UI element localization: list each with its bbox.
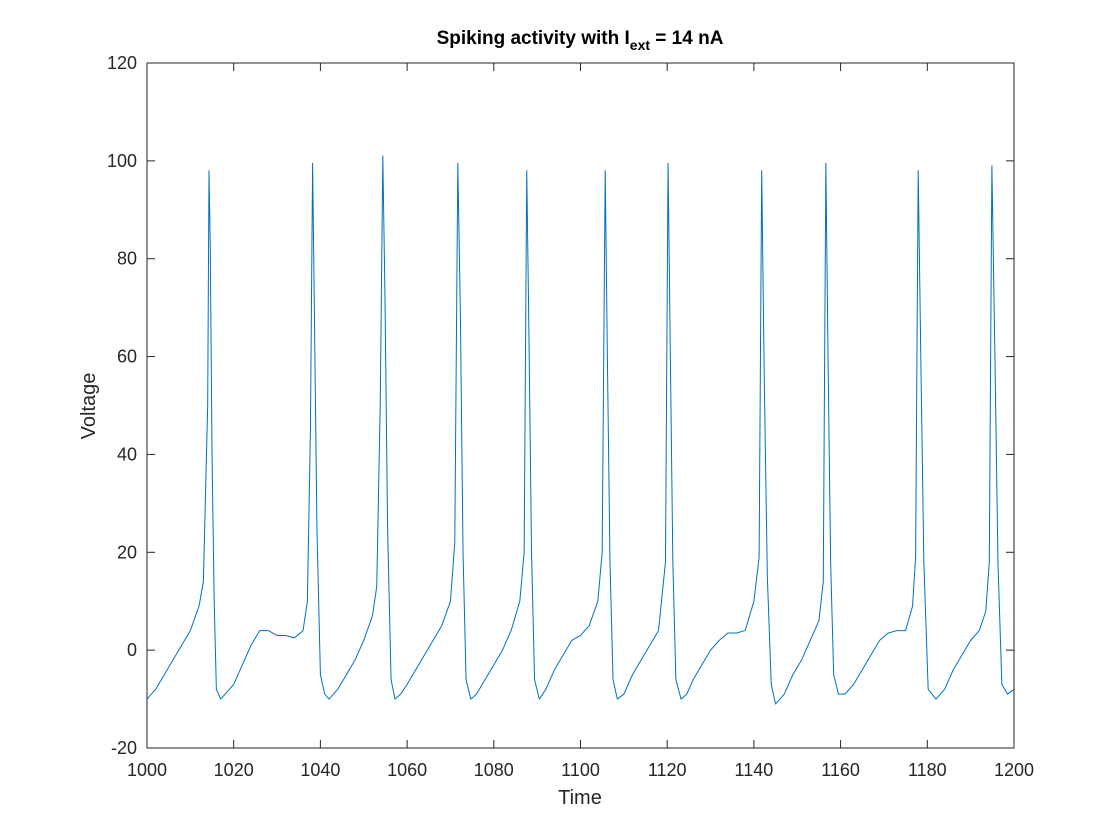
- chart-title: Spiking activity with Iext = 14 nA: [437, 28, 724, 53]
- x-tick-label: 1120: [648, 760, 687, 780]
- x-tick-label: 1080: [474, 760, 514, 780]
- y-tick-label: 120: [107, 53, 137, 73]
- axes-group: 1000 1020 1040 1060 1080 1100 1120 1140 1160 1180…: [107, 53, 1034, 780]
- x-tick-label: 1000: [127, 760, 167, 780]
- y-tick-label: -20: [111, 738, 137, 758]
- y-axis-label: Voltage: [78, 373, 100, 440]
- y-tick-label: 20: [117, 542, 137, 562]
- x-tick-label: 1160: [821, 760, 860, 780]
- x-tick-label: 1140: [735, 760, 774, 780]
- y-tick-label: 40: [117, 444, 137, 464]
- x-tick-label: 1020: [214, 760, 254, 780]
- plot-background: [147, 63, 1014, 748]
- x-tick-label: 1040: [300, 760, 340, 780]
- x-tick-label: 1200: [994, 760, 1034, 780]
- x-axis-label: Time: [558, 787, 602, 809]
- x-tick-label: 1100: [561, 760, 600, 780]
- y-tick-label: 0: [127, 640, 137, 660]
- y-tick-label: 100: [107, 151, 137, 171]
- chart-title-subscript: ext: [630, 37, 651, 53]
- chart-title-main: Spiking activity with I: [437, 28, 630, 49]
- y-tick-label: 60: [117, 347, 137, 367]
- chart-title-suffix: = 14 nA: [650, 28, 724, 49]
- series-group: [146, 155, 1015, 705]
- series-line-1: [146, 155, 1015, 705]
- x-tick-label: 1060: [387, 760, 427, 780]
- y-tick-label: 80: [117, 249, 137, 269]
- x-tick-label: 1180: [908, 760, 947, 780]
